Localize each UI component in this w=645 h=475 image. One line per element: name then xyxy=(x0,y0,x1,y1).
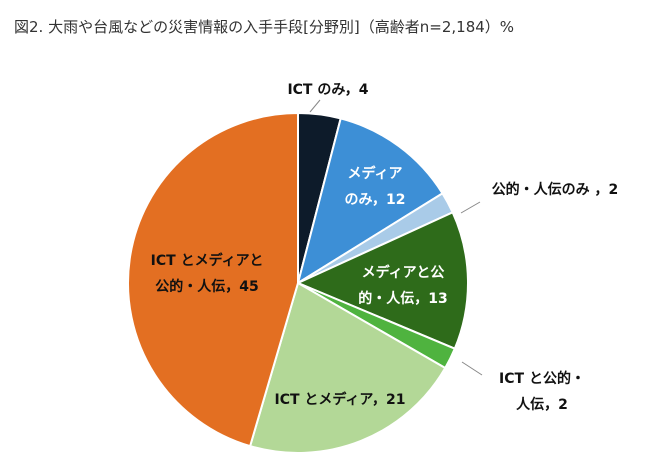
pie-slice-2 xyxy=(296,117,444,286)
leader-lines xyxy=(309,99,483,376)
slice-label-2: メディアのみ，12 xyxy=(345,165,406,208)
leader-line-5 xyxy=(461,361,483,376)
leader-line-1 xyxy=(309,99,321,113)
slice-label-3: 公的・人伝のみ ，2 xyxy=(492,181,619,198)
slice-label-4: メディアと公的・人伝，13 xyxy=(358,264,447,307)
leader-line-3 xyxy=(460,201,481,214)
slice-labels: ICT のみ，4 メディアのみ，12 公的・人伝のみ ，2 メディアと公的・人伝，13… xyxy=(151,82,619,413)
pie-slice-6 xyxy=(248,281,447,454)
pie-slice-7 xyxy=(127,111,299,448)
slice-label-5: ICT と公的・人伝，2 xyxy=(499,370,585,413)
pie-slices xyxy=(127,111,469,454)
slice-label-7: ICT とメディアと公的・人伝，45 xyxy=(151,252,264,295)
slice-label-6: ICT とメディア，21 xyxy=(274,391,405,408)
slice-label-1: ICT のみ，4 xyxy=(287,82,368,98)
chart-title: 図2. 大雨や台風などの災害情報の入手手段[分野別]（高齢者n=2,184）% xyxy=(14,18,515,36)
pie-slice-4 xyxy=(295,211,469,350)
